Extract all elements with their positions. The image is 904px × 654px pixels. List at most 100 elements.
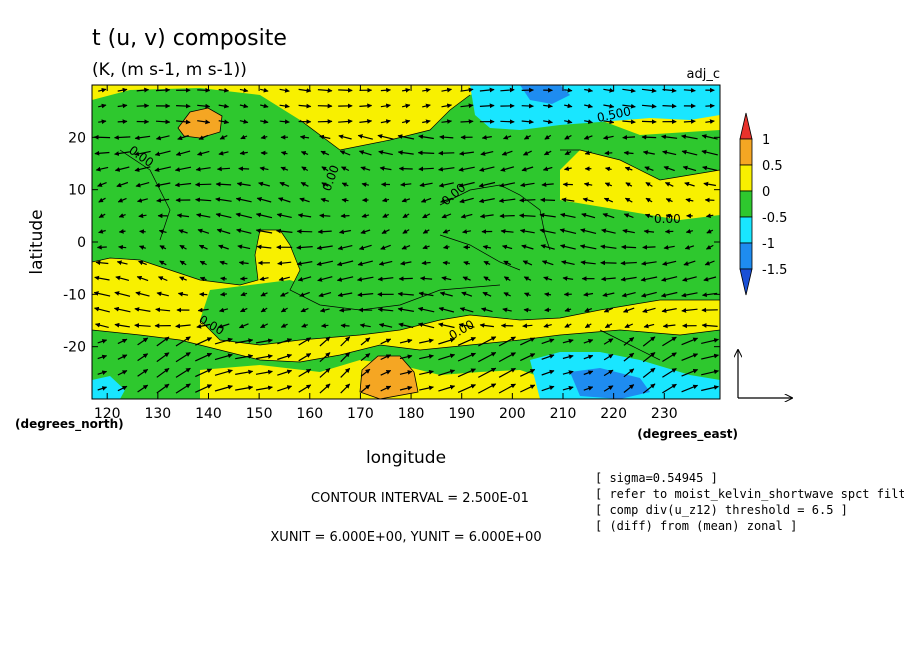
wind-vector: [701, 353, 719, 360]
wind-vector: [399, 354, 413, 360]
run-label: adj_c: [687, 67, 720, 82]
colorbar: 1 0.5 0 -0.5 -1 -1.5: [739, 112, 787, 296]
wind-vector: [479, 166, 495, 172]
wind-vector: [479, 323, 494, 328]
wind-vector: [564, 150, 572, 156]
wind-vector: [255, 228, 273, 234]
wind-vector: [260, 291, 268, 297]
wind-vector: [197, 87, 211, 93]
wind-vector: [321, 166, 329, 172]
wind-vector: [118, 229, 126, 234]
wind-vector: [564, 103, 573, 109]
wind-vector: [417, 306, 435, 313]
wind-vector: [195, 352, 213, 362]
wind-vector: [237, 244, 251, 250]
wind-vector: [156, 367, 170, 378]
wind-vector: [195, 337, 213, 346]
wind-vector: [197, 103, 211, 109]
wind-vector: [559, 228, 577, 234]
wind-vector: [583, 292, 594, 297]
wind-vector: [519, 228, 535, 234]
wind-vector: [279, 182, 290, 187]
wind-vector: [457, 352, 476, 362]
wind-vector: [114, 151, 131, 156]
wind-vector: [359, 103, 373, 109]
wind-vector: [539, 228, 556, 234]
wind-vector: [177, 291, 189, 297]
wind-vector: [175, 323, 191, 329]
wind-vector: [685, 197, 694, 203]
wind-vector: [539, 212, 556, 218]
wind-vector: [621, 244, 637, 250]
wind-vector: [521, 119, 534, 125]
chart-title: t (u, v) composite: [92, 26, 287, 51]
wind-vector: [300, 151, 309, 156]
wind-vector: [296, 261, 313, 266]
wind-vector: [420, 276, 433, 281]
wind-vector: [260, 87, 269, 93]
wind-vector: [399, 338, 413, 344]
wind-vector: [138, 213, 147, 219]
wind-vector: [279, 103, 290, 109]
wind-vector: [199, 276, 207, 282]
wind-vector: [360, 353, 371, 362]
wind-vector: [419, 338, 434, 344]
wind-vector: [98, 229, 106, 234]
wind-vector: [340, 336, 351, 347]
wind-vector: [319, 336, 331, 347]
wind-vector: [360, 337, 371, 346]
wind-vector: [503, 134, 512, 140]
wind-vector: [603, 353, 614, 361]
wind-vector: [382, 213, 390, 218]
wind-vector: [622, 88, 636, 93]
wind-vector: [399, 385, 413, 391]
wind-vector: [218, 103, 230, 109]
wind-vector: [195, 197, 212, 203]
wind-vector: [438, 306, 455, 313]
note-line: [ refer to moist_kelvin_shortwave spct f…: [595, 487, 904, 501]
wind-vector: [479, 213, 494, 219]
wind-vector: [94, 275, 110, 281]
wind-vector: [604, 182, 613, 187]
wind-vector: [625, 182, 633, 187]
wind-vector: [521, 244, 534, 250]
wind-vector: [681, 308, 698, 313]
colorbar-top-triangle: [739, 112, 753, 140]
wind-vector: [235, 197, 252, 203]
wind-vector: [543, 276, 553, 281]
wind-vector: [239, 276, 248, 281]
wind-vector: [117, 385, 128, 392]
wind-vector: [584, 307, 593, 313]
wind-vector: [336, 260, 354, 267]
contour-label: 0.500: [596, 104, 633, 125]
wind-vector: [644, 213, 653, 219]
wind-vector: [259, 166, 269, 172]
wind-vector: [500, 228, 514, 234]
wind-vector: [519, 213, 536, 219]
wind-vector: [441, 103, 452, 109]
wind-vector: [503, 276, 511, 282]
wind-vector: [458, 166, 475, 172]
wind-vector: [624, 166, 633, 172]
wind-vector: [623, 352, 635, 362]
wind-vector: [319, 213, 331, 219]
wind-vector: [155, 135, 170, 141]
wind-vector: [579, 244, 597, 250]
wind-vector: [116, 181, 129, 188]
wind-vector: [502, 307, 512, 313]
y-tick-label: 20: [68, 130, 86, 146]
wind-vector: [198, 244, 208, 250]
field-region-warm-south: [359, 355, 419, 399]
wind-vector: [338, 119, 353, 124]
wind-vector: [398, 166, 413, 172]
wind-vector: [400, 260, 412, 266]
wind-vector: [642, 307, 656, 313]
wind-vector: [704, 260, 715, 266]
wind-vector: [357, 134, 373, 140]
wind-vector: [341, 197, 349, 203]
wind-vector: [218, 119, 230, 125]
wind-vector: [197, 119, 211, 125]
wind-vector: [219, 307, 229, 313]
wind-vector: [239, 119, 249, 124]
wind-vector: [378, 322, 393, 328]
